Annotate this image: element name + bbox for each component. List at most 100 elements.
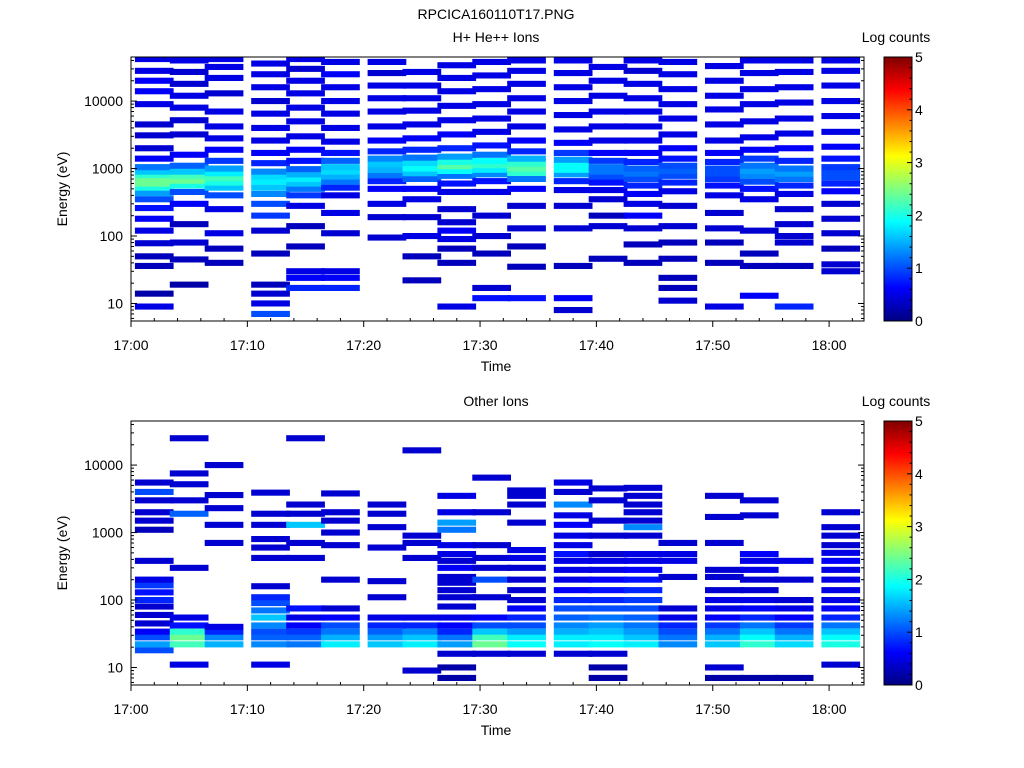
y-tick-label: 100 [100, 592, 124, 608]
heatmap-cell [367, 82, 407, 89]
heatmap-cell [321, 149, 360, 156]
colorbar [883, 56, 913, 322]
heatmap-cell [402, 196, 442, 203]
heatmap-cell [437, 117, 477, 124]
heatmap-cell [588, 164, 628, 171]
heatmap-cell [321, 542, 360, 549]
heatmap-cell [321, 268, 360, 275]
heatmap-cell [553, 650, 593, 657]
heatmap-cell [623, 566, 663, 573]
heatmap-cell [437, 206, 477, 213]
heatmap-cell [774, 622, 814, 629]
heatmap-cell [507, 492, 546, 499]
heatmap-cell [623, 182, 663, 189]
heatmap-cell [286, 104, 325, 111]
heatmap-cell [774, 233, 814, 240]
heatmap-cell [402, 622, 442, 629]
x-tick-label: 17:10 [230, 337, 265, 353]
heatmap-cell [437, 526, 477, 533]
heatmap-cell [286, 146, 325, 153]
heatmap-cell [705, 605, 744, 612]
heatmap-cell [437, 74, 477, 81]
heatmap-cell [705, 92, 744, 99]
heatmap-cell [774, 68, 814, 75]
heatmap-cell [437, 603, 477, 610]
heatmap-cell [251, 600, 290, 607]
heatmap-cell [553, 171, 593, 178]
heatmap-cell [553, 542, 593, 549]
heatmap-cell [739, 262, 779, 269]
heatmap-cell [169, 162, 209, 169]
heatmap-cell [251, 168, 290, 175]
heatmap-cell [367, 628, 407, 635]
heatmap-cell [623, 225, 663, 232]
heatmap-cell [402, 447, 442, 454]
heatmap-cell [367, 155, 407, 162]
heatmap-cell [134, 526, 174, 533]
heatmap-cell [204, 623, 244, 630]
heatmap-cell [507, 628, 546, 635]
heatmap-cell [821, 174, 861, 181]
heatmap-cell [507, 175, 546, 182]
heatmap-cell [588, 551, 628, 558]
heatmap-cell [821, 155, 861, 162]
heatmap-cell [251, 607, 290, 614]
heatmap-cell [321, 605, 360, 612]
heatmap-cell [658, 297, 698, 304]
heatmap-cell [286, 554, 325, 561]
heatmap-cell [739, 614, 779, 621]
heatmap-cell [774, 145, 814, 152]
heatmap-cell [437, 188, 477, 195]
heatmap-cell [507, 263, 546, 270]
heatmap-cell [658, 628, 698, 635]
heatmap-cell [507, 243, 546, 250]
heatmap-cell [658, 155, 698, 162]
heatmap-cell [507, 622, 546, 629]
heatmap-cell [553, 162, 593, 169]
heatmap-cell [588, 674, 628, 681]
heatmap-cell [658, 622, 698, 629]
heatmap-cell [774, 57, 814, 64]
heatmap-cell [321, 173, 360, 180]
heatmap-cell [367, 148, 407, 155]
heatmap-cell [286, 118, 325, 125]
heatmap-cell [251, 149, 290, 156]
heatmap-cell [134, 290, 174, 297]
heatmap-cell [286, 521, 325, 528]
heatmap-cell [286, 180, 325, 187]
heatmap-cell [507, 487, 546, 494]
heatmap-cell [588, 187, 628, 194]
heatmap-cell [821, 641, 861, 648]
x-tick-label: 17:50 [695, 701, 730, 717]
heatmap-cell [774, 303, 814, 310]
heatmap-cell [251, 60, 290, 67]
heatmap-cell [705, 106, 744, 113]
heatmap-cell [821, 98, 861, 105]
heatmap-cell [658, 58, 698, 65]
heatmap-cell [321, 164, 360, 171]
heatmap-cell [367, 578, 407, 585]
heatmap-cell [472, 628, 511, 635]
heatmap-cell [402, 532, 442, 539]
heatmap-cell [472, 650, 511, 657]
heatmap-cell [507, 80, 546, 87]
heatmap-cell [169, 57, 209, 64]
heatmap-cell [134, 262, 174, 269]
heatmap-cell [553, 488, 593, 495]
heatmap-cell [251, 622, 290, 629]
heatmap-cell [553, 295, 593, 302]
heatmap-cell [739, 551, 779, 558]
heatmap-cell [321, 509, 360, 516]
chart-title: Other Ions [463, 393, 528, 409]
heatmap-cell [204, 192, 244, 199]
heatmap-cell [739, 566, 779, 573]
heatmap-cell [507, 108, 546, 115]
colorbar-tick-label: 3 [915, 155, 923, 171]
heatmap-cell [705, 137, 744, 144]
heatmap-cell [286, 274, 325, 281]
heatmap-cell [739, 172, 779, 179]
colorbar-tick-label: 3 [915, 519, 923, 535]
heatmap-cell [169, 188, 209, 195]
heatmap-cell [286, 223, 325, 230]
